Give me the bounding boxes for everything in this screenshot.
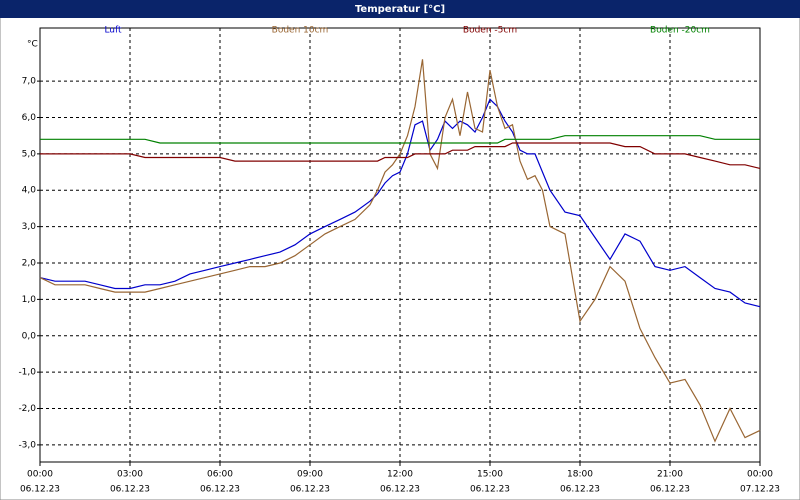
y-tick-label: 7,0 <box>22 77 37 87</box>
y-tick-label: 2,0 <box>22 259 37 269</box>
x-tick-label: 15:00 <box>477 470 503 480</box>
y-tick-label: 1,0 <box>22 295 37 305</box>
x-tick-label: 00:00 <box>747 470 773 480</box>
legend-entry: Boden -20cm <box>650 26 710 36</box>
y-tick-label: -1,0 <box>18 368 36 378</box>
x-tick-date: 06.12.23 <box>20 485 60 495</box>
x-tick-label: 12:00 <box>387 470 413 480</box>
series-line <box>40 135 760 144</box>
series-line <box>40 142 761 169</box>
x-tick-date: 06.12.23 <box>470 485 510 495</box>
title-bar <box>0 0 800 18</box>
y-tick-label: 5,0 <box>22 149 37 159</box>
y-tick-label: 3,0 <box>22 222 37 232</box>
x-tick-date: 06.12.23 <box>650 485 690 495</box>
y-tick-label: 0,0 <box>22 331 37 341</box>
legend-entry: Boden 10cm <box>272 26 329 36</box>
y-tick-label: -3,0 <box>18 440 36 450</box>
y-tick-label: 6,0 <box>22 113 37 123</box>
chart-title: Temperatur [°C] <box>355 4 445 15</box>
x-tick-date: 06.12.23 <box>290 485 330 495</box>
x-tick-label: 09:00 <box>297 470 323 480</box>
x-tick-label: 18:00 <box>567 470 593 480</box>
x-tick-date: 06.12.23 <box>110 485 150 495</box>
legend-entry: Boden -5cm <box>463 26 517 36</box>
y-tick-label: -2,0 <box>18 404 36 414</box>
x-tick-label: 21:00 <box>657 470 683 480</box>
x-tick-date: 06.12.23 <box>380 485 420 495</box>
x-tick-date: 07.12.23 <box>740 485 780 495</box>
x-tick-label: 06:00 <box>207 470 233 480</box>
x-tick-label: 00:00 <box>27 470 53 480</box>
x-tick-date: 06.12.23 <box>560 485 600 495</box>
plot-border <box>39 27 761 463</box>
legend-entry: Luft <box>104 26 122 36</box>
y-tick-label: 4,0 <box>22 186 37 196</box>
x-tick-date: 06.12.23 <box>200 485 240 495</box>
x-tick-label: 03:00 <box>117 470 143 480</box>
y-unit: °C <box>27 40 38 50</box>
